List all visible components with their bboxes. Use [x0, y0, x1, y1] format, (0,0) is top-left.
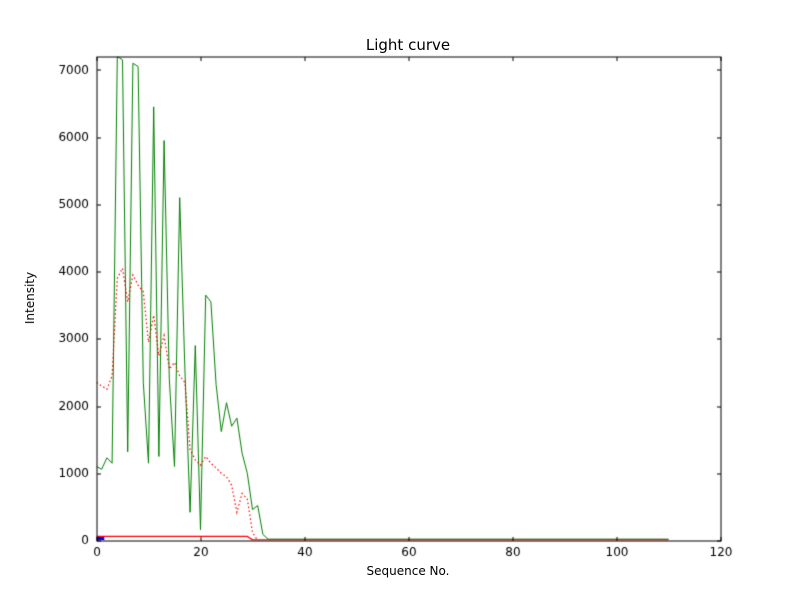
chart-title: Light curve [365, 36, 451, 54]
x-axis-label: Sequence No. [366, 564, 450, 578]
y-axis-label: Intensity [23, 271, 37, 325]
